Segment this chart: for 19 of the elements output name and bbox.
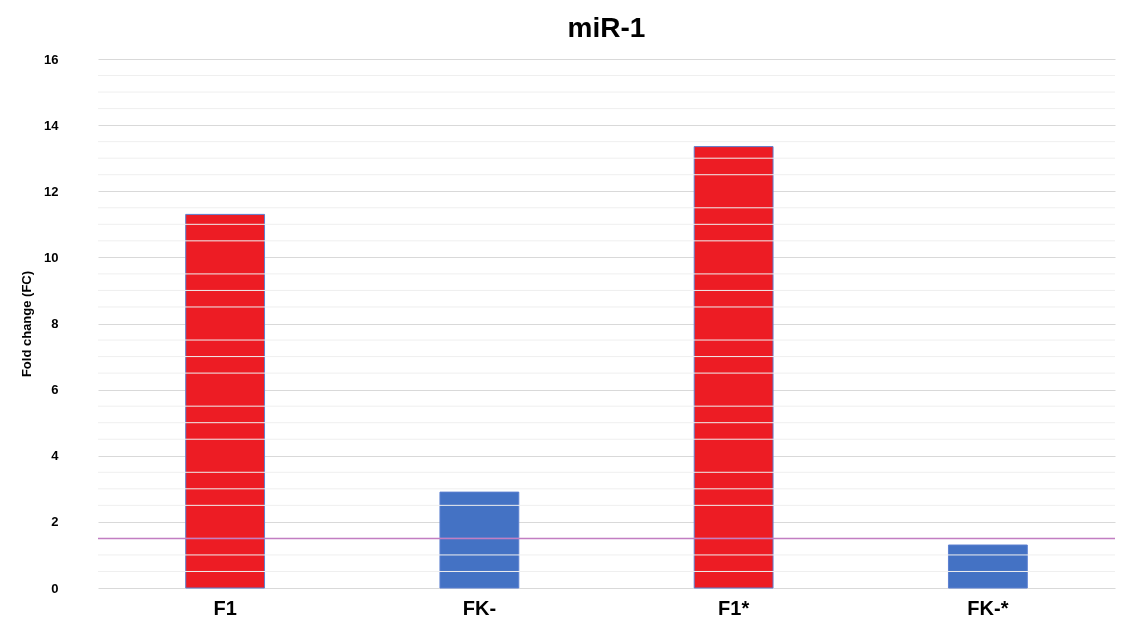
bar (439, 491, 520, 589)
y-tick-label: 12 (44, 183, 59, 199)
bar (693, 146, 774, 589)
x-tick-label: F1* (718, 596, 750, 619)
y-axis-title: Fold change (FC) (19, 270, 35, 378)
x-tick-label: F1 (213, 596, 237, 619)
y-tick-label: 2 (51, 514, 59, 530)
y-tick-label: 16 (44, 51, 59, 67)
bar (947, 544, 1028, 589)
chart-title: miR-1 (567, 12, 646, 43)
x-tick-label: FK- (462, 596, 497, 619)
y-tick-label: 10 (44, 249, 59, 265)
y-tick-label: 0 (51, 580, 59, 596)
y-tick-label: 4 (51, 448, 60, 464)
y-tick-label: 8 (51, 316, 59, 331)
y-tick-label: 6 (51, 382, 59, 398)
y-tick-label: 14 (44, 117, 60, 133)
bar (185, 213, 266, 589)
x-tick-label: FK-* (967, 596, 1009, 619)
